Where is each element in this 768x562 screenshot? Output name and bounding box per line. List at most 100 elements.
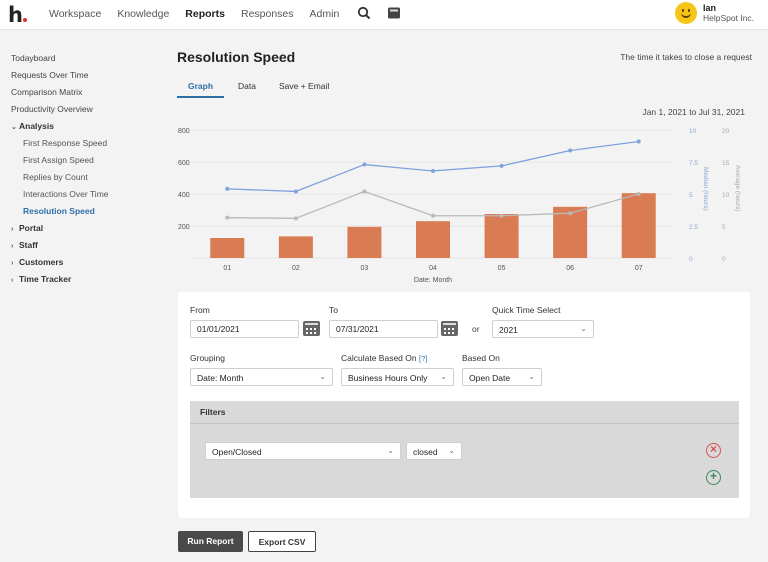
sidebar-group-time-tracker[interactable]: › Time Tracker: [11, 274, 71, 284]
calc-based-value: Business Hours Only: [348, 373, 428, 383]
y-right1-axis-label: Median (hours): [702, 167, 709, 211]
x-axis-tick-label: 04: [429, 265, 437, 272]
add-filter-icon[interactable]: +: [706, 470, 721, 485]
series-line: [227, 140, 639, 193]
search-icon[interactable]: [357, 6, 371, 20]
series-point: [636, 139, 641, 144]
from-date-input[interactable]: [190, 320, 299, 338]
chevron-right-icon: ›: [11, 260, 14, 267]
chevron-down-icon: ⌄: [387, 446, 394, 455]
remove-filter-icon[interactable]: ×: [706, 443, 721, 458]
sidebar-item-replies-by-count[interactable]: Replies by Count: [23, 172, 88, 182]
series-point: [636, 192, 641, 196]
nav-reports[interactable]: Reports: [185, 8, 225, 20]
sidebar-group-label: Staff: [19, 240, 38, 250]
based-on-select[interactable]: Open Date ⌄: [462, 368, 542, 386]
tab-data[interactable]: Data: [238, 81, 256, 91]
sidebar-item-productivity-overview[interactable]: Productivity Overview: [11, 104, 93, 114]
nav-admin[interactable]: Admin: [309, 8, 340, 20]
filter-field-select[interactable]: Open/Closed ⌄: [205, 442, 401, 460]
series-point: [293, 216, 298, 221]
nav-responses[interactable]: Responses: [240, 8, 294, 20]
calendar-icon[interactable]: [441, 321, 458, 336]
sidebar-group-staff[interactable]: › Staff: [11, 240, 38, 250]
sidebar-group-customers[interactable]: › Customers: [11, 257, 63, 267]
y-axis-tick-label: 800: [178, 128, 190, 135]
grouping-select[interactable]: Date: Month ⌄: [190, 368, 333, 386]
user-menu[interactable]: Ian HelpSpot Inc.: [675, 2, 754, 24]
sidebar-group-portal[interactable]: › Portal: [11, 223, 43, 233]
nav-workspace[interactable]: Workspace: [49, 8, 102, 20]
calendar-icon[interactable]: [303, 321, 320, 336]
y-axis-tick-label: 200: [178, 224, 190, 231]
bar: [278, 236, 313, 258]
x-axis-tick-label: 02: [292, 265, 300, 272]
series-point: [568, 148, 573, 153]
help-link[interactable]: [?]: [418, 354, 428, 363]
nav-knowledge[interactable]: Knowledge: [117, 8, 170, 20]
y-right1-tick-label: 10: [689, 128, 697, 135]
grouping-label: Grouping: [190, 353, 225, 363]
inbox-icon[interactable]: [387, 6, 401, 20]
helpspot-logo[interactable]: h: [8, 3, 27, 27]
series-point: [499, 213, 504, 218]
y-right2-axis-label: Average (hours): [734, 165, 741, 212]
chevron-right-icon: ›: [11, 277, 14, 284]
series-point: [431, 168, 435, 173]
sidebar-group-label: Portal: [19, 223, 44, 233]
y-right2-tick-label: 10: [722, 192, 730, 199]
series-point: [362, 162, 367, 167]
y-right2-tick-label: 20: [722, 128, 730, 135]
calc-based-select[interactable]: Business Hours Only ⌄: [341, 368, 454, 386]
chevron-down-icon: ⌄: [440, 372, 447, 381]
calc-based-label: Calculate Based On [?]: [341, 353, 427, 363]
tab-graph[interactable]: Graph: [188, 81, 214, 91]
sidebar-item-comparison-matrix[interactable]: Comparison Matrix: [11, 87, 83, 97]
sidebar-item-todayboard[interactable]: Todayboard: [11, 53, 56, 63]
chevron-down-icon: ⌄: [528, 372, 535, 381]
page-subtitle: The time it takes to close a request: [620, 52, 752, 62]
sidebar-item-resolution-speed[interactable]: Resolution Speed: [23, 206, 95, 216]
sidebar-group-label: Customers: [19, 257, 64, 267]
sidebar-item-first-assign-speed[interactable]: First Assign Speed: [23, 155, 94, 165]
or-label: or: [472, 324, 480, 334]
bar: [621, 193, 656, 258]
run-report-button[interactable]: Run Report: [178, 531, 243, 552]
filters-title: Filters: [190, 401, 739, 424]
x-axis-tick-label: 03: [361, 265, 369, 272]
series-point: [225, 215, 230, 220]
chevron-right-icon: ›: [11, 243, 14, 250]
y-right2-tick-label: 15: [722, 160, 730, 167]
export-csv-button[interactable]: Export CSV: [248, 531, 316, 552]
sidebar-item-requests-over-time[interactable]: Requests Over Time: [11, 70, 89, 80]
grouping-value: Date: Month: [197, 373, 244, 383]
to-date-input[interactable]: [329, 320, 438, 338]
chevron-down-icon: ⌄: [319, 372, 326, 381]
quick-time-value: 2021: [499, 325, 518, 335]
tab-save-email[interactable]: Save + Email: [279, 81, 330, 91]
series-point: [293, 189, 298, 194]
bar: [484, 214, 519, 258]
sidebar-item-first-response-speed[interactable]: First Response Speed: [23, 138, 108, 148]
filter-field-value: Open/Closed: [212, 447, 262, 457]
quick-time-select[interactable]: 2021 ⌄: [492, 320, 594, 338]
filter-value-select[interactable]: closed ⌄: [406, 442, 462, 460]
active-tab-indicator: [177, 96, 224, 98]
y-right2-tick-label: 0: [722, 256, 726, 263]
bar: [553, 206, 588, 258]
y-axis-tick-label: 400: [178, 192, 190, 199]
y-right1-tick-label: 2.5: [689, 224, 698, 231]
filter-value-text: closed: [413, 447, 438, 457]
x-axis-tick-label: 07: [635, 265, 643, 272]
sidebar-group-analysis[interactable]: ⌄ Analysis: [11, 121, 54, 131]
series-point: [568, 211, 573, 216]
chart-date-range: Jan 1, 2021 to Jul 31, 2021: [642, 107, 745, 117]
series-point: [499, 163, 504, 168]
quick-time-label: Quick Time Select: [492, 305, 561, 315]
based-on-value: Open Date: [469, 373, 511, 383]
based-on-label: Based On: [462, 353, 500, 363]
sidebar-item-interactions-over-time[interactable]: Interactions Over Time: [23, 189, 109, 199]
to-label: To: [329, 305, 338, 315]
reports-sidebar: Todayboard Requests Over Time Comparison…: [0, 30, 160, 562]
